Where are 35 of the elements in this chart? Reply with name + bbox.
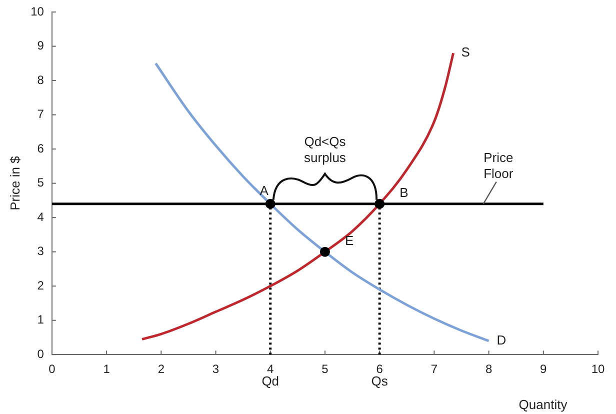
x-tick-label: 2: [158, 362, 165, 376]
y-tick-label: 7: [37, 107, 44, 122]
x-tick-label: 9: [540, 362, 548, 376]
x-tick-label: 7: [430, 362, 438, 376]
y-tick-label: 6: [37, 141, 44, 156]
x-tick-label: 1: [103, 362, 110, 376]
y-tick-label: 1: [37, 312, 44, 327]
annotation: E: [344, 232, 354, 248]
x-tick-label: 10: [591, 362, 605, 376]
annotation: Qs: [371, 374, 388, 389]
y-tick-label: 9: [37, 38, 44, 53]
annotation: B: [400, 184, 408, 200]
x-tick-label: 8: [485, 362, 492, 376]
y-tick-label: 5: [37, 176, 44, 190]
x-axis-title: Quantity: [518, 397, 568, 412]
y-tick-label: 3: [37, 244, 44, 258]
x-tick-label: 3: [212, 362, 220, 376]
series-label: Price Floor: [484, 150, 514, 181]
annotation: surplus: [304, 150, 346, 165]
y-tick-label: 4: [37, 210, 44, 224]
annotation: Qd<Qs: [304, 134, 346, 149]
annotation: Qd: [262, 374, 280, 389]
annotation: A: [260, 182, 269, 198]
y-tick-label: 0: [37, 346, 44, 361]
y-tick-label: 2: [37, 278, 44, 292]
x-tick-label: 4: [267, 362, 274, 376]
x-tick-label: 6: [376, 362, 384, 376]
x-tick-label: 0: [48, 362, 56, 376]
y-axis-title: Price in $: [7, 155, 22, 210]
x-tick-label: 5: [322, 362, 329, 376]
line-series: [140, 52, 455, 340]
y-tick-label: 8: [37, 72, 44, 87]
series-label: S: [461, 44, 470, 60]
y-tick-label: 10: [30, 4, 44, 18]
series-label: D: [496, 332, 506, 348]
